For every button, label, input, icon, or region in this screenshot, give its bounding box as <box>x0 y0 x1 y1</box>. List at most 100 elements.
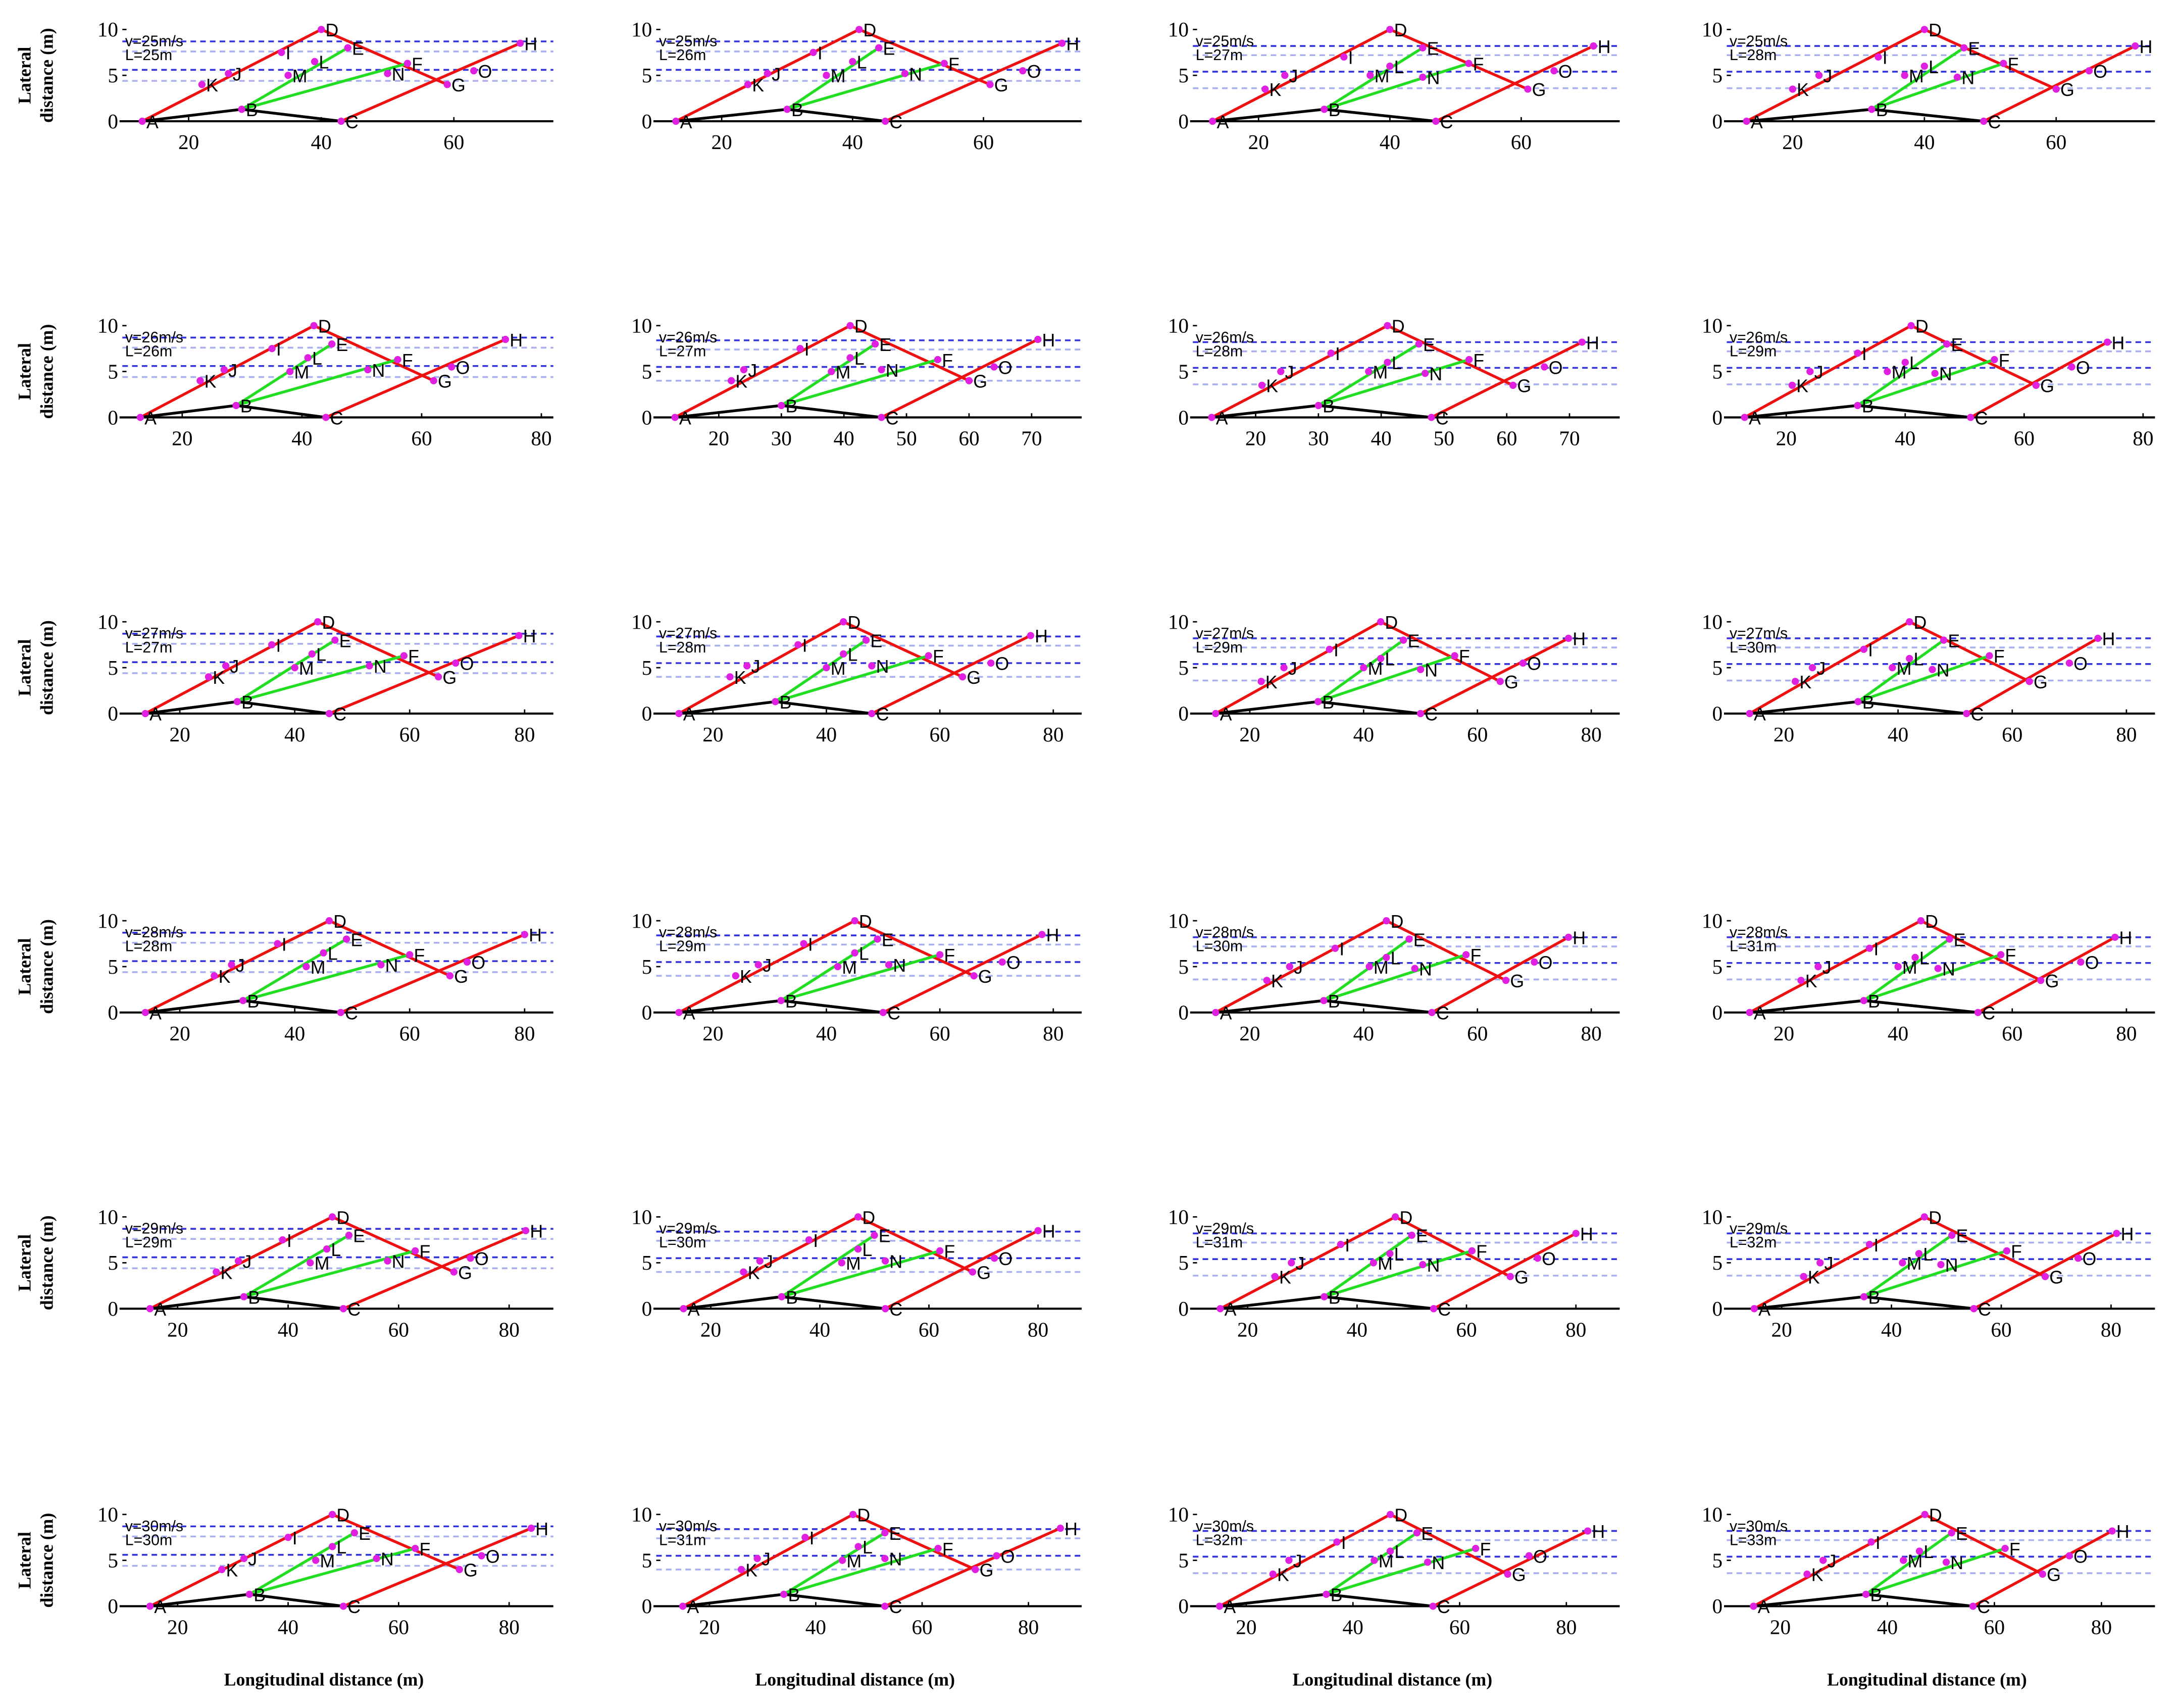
point-marker <box>854 1245 862 1253</box>
point-label: A <box>1217 112 1229 132</box>
x-tick-label: 20 <box>1782 130 1803 154</box>
speed-label: v=25m/s <box>659 33 717 49</box>
link <box>1970 341 2108 419</box>
point-marker <box>2085 67 2093 75</box>
point-marker <box>1534 1254 1542 1262</box>
link <box>1749 919 1922 1014</box>
point-marker <box>846 322 854 329</box>
point-label: F <box>419 1539 430 1560</box>
point-marker <box>228 961 235 969</box>
point-marker <box>934 356 942 364</box>
link <box>1326 1593 1433 1608</box>
point-label: J <box>230 657 239 677</box>
point-label: C <box>889 1597 902 1617</box>
point-marker <box>384 1257 391 1265</box>
point-marker <box>1894 963 1902 971</box>
point-marker <box>1027 632 1035 639</box>
point-label: M <box>294 362 309 382</box>
y-tick-label: 5 <box>1712 1548 1723 1572</box>
point-marker <box>777 997 785 1004</box>
point-label: M <box>315 1253 330 1274</box>
point-marker <box>885 961 893 969</box>
y-tick-label: 5 <box>1712 656 1723 679</box>
link <box>1863 999 1979 1014</box>
point-label: O <box>1006 953 1021 973</box>
point-label: G <box>442 668 457 688</box>
link <box>331 1216 454 1274</box>
x-tick-label: 40 <box>1353 1022 1374 1045</box>
y-tick-label: 10 <box>1168 18 1189 41</box>
point-label: E <box>1951 335 1963 355</box>
point-label: E <box>350 930 363 950</box>
y-axis-label: distance (m) <box>37 620 57 715</box>
point-marker <box>1462 951 1470 959</box>
point-label: C <box>1988 112 2001 132</box>
point-label: H <box>1598 37 1611 57</box>
point-label: C <box>1425 705 1438 725</box>
point-label: F <box>419 1242 430 1262</box>
point-label: A <box>1749 408 1761 428</box>
point-marker <box>430 377 437 384</box>
point-label: O <box>2073 1546 2088 1567</box>
length-label: L=31m <box>1196 1234 1243 1251</box>
point-label: A <box>1758 1299 1770 1320</box>
point-marker <box>455 1566 463 1573</box>
point-label: H <box>1064 1519 1078 1539</box>
point-label: D <box>1929 1208 1942 1228</box>
point-label: M <box>831 659 846 679</box>
point-marker <box>969 1268 977 1276</box>
point-label: K <box>1271 971 1283 991</box>
x-tick-label: 20 <box>702 1022 723 1045</box>
link <box>340 42 521 123</box>
point-label: D <box>1394 20 1407 40</box>
point-marker <box>753 1554 761 1563</box>
point-label: C <box>886 408 899 428</box>
point-label: B <box>1876 100 1888 120</box>
point-marker <box>871 1231 878 1239</box>
y-axis-label: distance (m) <box>37 28 57 123</box>
point-marker <box>680 1305 687 1313</box>
x-tick-label: 20 <box>1245 427 1266 450</box>
point-marker <box>1288 1259 1295 1267</box>
point-label: H <box>1592 1522 1605 1542</box>
point-label: G <box>1517 376 1531 396</box>
point-label: L <box>1394 1244 1404 1265</box>
subplot: 20 40 60 0 5 10 A B C DE F G H I JK LM N Ov=25m/sL=25m Lat… <box>15 18 553 154</box>
point-label: E <box>1416 1226 1428 1246</box>
point-marker <box>1038 931 1046 938</box>
point-label: H <box>1042 330 1055 350</box>
point-marker <box>925 652 932 660</box>
point-label: H <box>1042 1222 1055 1242</box>
point-marker <box>828 368 835 375</box>
x-tick-label: 80 <box>1028 1318 1048 1341</box>
link <box>313 324 434 382</box>
x-tick-label: 40 <box>805 1616 826 1639</box>
point-marker <box>1428 1009 1436 1017</box>
point-label: C <box>887 1003 900 1024</box>
point-marker <box>1920 1213 1928 1221</box>
point-marker <box>515 632 523 639</box>
point-marker <box>1432 117 1440 125</box>
point-label: M <box>1375 66 1390 86</box>
y-tick-label: 0 <box>1178 110 1189 133</box>
link <box>241 108 341 123</box>
x-tick-label: 20 <box>169 723 190 746</box>
speed-label: v=27m/s <box>659 625 717 642</box>
point-marker <box>772 698 779 706</box>
point-label: I <box>1348 48 1353 68</box>
point-marker <box>1969 1602 1977 1610</box>
x-tick-label: 60 <box>2014 427 2035 450</box>
point-label: M <box>846 1253 861 1274</box>
link <box>1744 404 1858 419</box>
point-marker <box>331 636 339 644</box>
point-marker <box>406 951 414 959</box>
point-label: N <box>1432 1553 1445 1573</box>
link <box>679 700 776 715</box>
point-marker <box>2068 363 2075 371</box>
point-marker <box>322 414 330 421</box>
point-marker <box>801 1534 809 1541</box>
y-tick-label: 5 <box>642 360 652 383</box>
point-label: I <box>1862 344 1867 364</box>
point-label: C <box>1971 705 1984 725</box>
